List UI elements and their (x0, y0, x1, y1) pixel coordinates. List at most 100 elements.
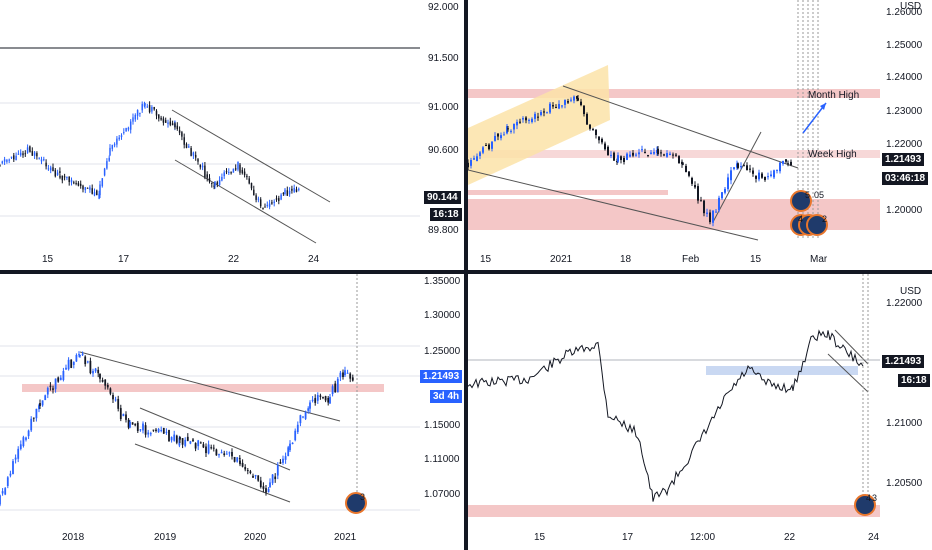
candle-body (113, 144, 116, 146)
candle-body (342, 372, 344, 378)
candle-body (68, 176, 70, 183)
candle-body (697, 186, 699, 201)
price-tick: 91.500 (428, 53, 459, 64)
candle-body (19, 152, 22, 156)
candle-body (103, 168, 106, 176)
candle-body (0, 165, 1, 167)
candle-body (268, 203, 271, 207)
candle-body (298, 188, 300, 190)
candle-body (522, 118, 524, 120)
price-tick: 1.07000 (424, 489, 461, 500)
candle-body (644, 151, 646, 153)
price-tick: 1.15000 (424, 420, 461, 431)
bottom-right-chart-svg (468, 274, 880, 517)
candle-body (638, 152, 640, 155)
candle-body (47, 168, 50, 170)
vertical-divider[interactable] (464, 0, 468, 550)
candle-body (63, 176, 66, 178)
candle-body (755, 175, 757, 179)
candle-body (142, 423, 144, 431)
candle-body (77, 183, 80, 186)
candle-body (175, 435, 178, 443)
candle-body (84, 187, 87, 191)
candle-body (171, 123, 174, 126)
horizontal-divider[interactable] (0, 270, 932, 274)
candle-body (106, 385, 109, 388)
price-tick: 1.20000 (886, 205, 923, 216)
candle-body (108, 157, 110, 161)
candle-body (117, 398, 120, 409)
candle-body (207, 444, 210, 454)
candle-body (231, 451, 233, 457)
candle-body (225, 453, 228, 455)
candle-body (31, 151, 34, 156)
candle-body (284, 456, 287, 460)
candle-body (516, 121, 518, 126)
resistance-zone (22, 384, 384, 392)
chart-pane-bottom-right[interactable]: USD 1.22000 1.21000 1.20500 1.21493 16:1… (468, 274, 932, 550)
candle-body (237, 161, 239, 170)
candle-body (287, 447, 290, 457)
candle-body (790, 161, 792, 166)
candle-body (234, 168, 237, 170)
candle-body (243, 171, 246, 176)
chart-pane-top-left[interactable]: 92.000 91.500 91.000 90.600 89.800 90.14… (0, 0, 464, 270)
price-tick: 1.25000 (886, 40, 923, 51)
candle-body (86, 187, 89, 189)
candle-body (540, 111, 542, 116)
candle-body (589, 124, 591, 129)
candle-body (349, 373, 352, 379)
chart-pane-bottom-left[interactable]: 1.35000 1.30000 1.25000 1.15000 1.11000 … (0, 274, 464, 550)
price-tick: 1.30000 (424, 310, 461, 321)
countdown-tag: 16:18 (430, 208, 462, 221)
candle-body (555, 106, 557, 108)
candle-body (764, 176, 766, 181)
candle-body (254, 475, 257, 477)
candle-body (141, 104, 143, 111)
price-tick: 92.000 (428, 2, 459, 13)
candle-body (525, 117, 527, 121)
candle-body (329, 397, 331, 404)
candle-body (257, 475, 260, 481)
countdown-tag: 03:46:18 (882, 172, 929, 185)
candle-body (12, 461, 14, 475)
candle-body (82, 185, 84, 190)
candle-body (35, 408, 38, 419)
price-tick: 1.35000 (424, 276, 461, 287)
candle-body (770, 174, 772, 176)
candle-body (262, 486, 265, 489)
price-line (468, 329, 864, 502)
economic-event-icon[interactable] (806, 214, 828, 236)
candle-body (500, 135, 502, 139)
candle-body (709, 212, 711, 223)
candle-body (506, 126, 508, 134)
candle-body (101, 380, 104, 382)
candle-body (712, 210, 714, 223)
candle-body (46, 387, 49, 395)
economic-event-icon[interactable] (854, 494, 876, 516)
candle-body (733, 167, 735, 169)
economic-event-icon[interactable] (790, 190, 812, 212)
candle-body (761, 173, 763, 178)
candle-body (626, 153, 628, 160)
candle-body (120, 135, 123, 138)
candle-body (214, 181, 216, 186)
candle-body (304, 411, 307, 419)
candle-body (94, 368, 97, 372)
candle-body (210, 447, 213, 449)
candle-body (549, 103, 551, 113)
candle-body (84, 356, 87, 365)
economic-event-icon[interactable] (345, 492, 367, 514)
candle-body (314, 398, 317, 403)
chart-pane-top-right[interactable]: USD 1.26000 1.25000 1.24000 1.23000 1.22… (468, 0, 932, 270)
candle-body (641, 149, 643, 151)
candle-body (269, 482, 271, 488)
candle-body (678, 156, 680, 164)
candle-body (241, 462, 244, 467)
candle-body (213, 185, 215, 187)
candle-body (89, 360, 92, 374)
candle-body (479, 152, 481, 156)
price-tick: 1.24000 (886, 72, 923, 83)
event-count: 3 (872, 493, 878, 503)
candle-body (250, 182, 253, 189)
